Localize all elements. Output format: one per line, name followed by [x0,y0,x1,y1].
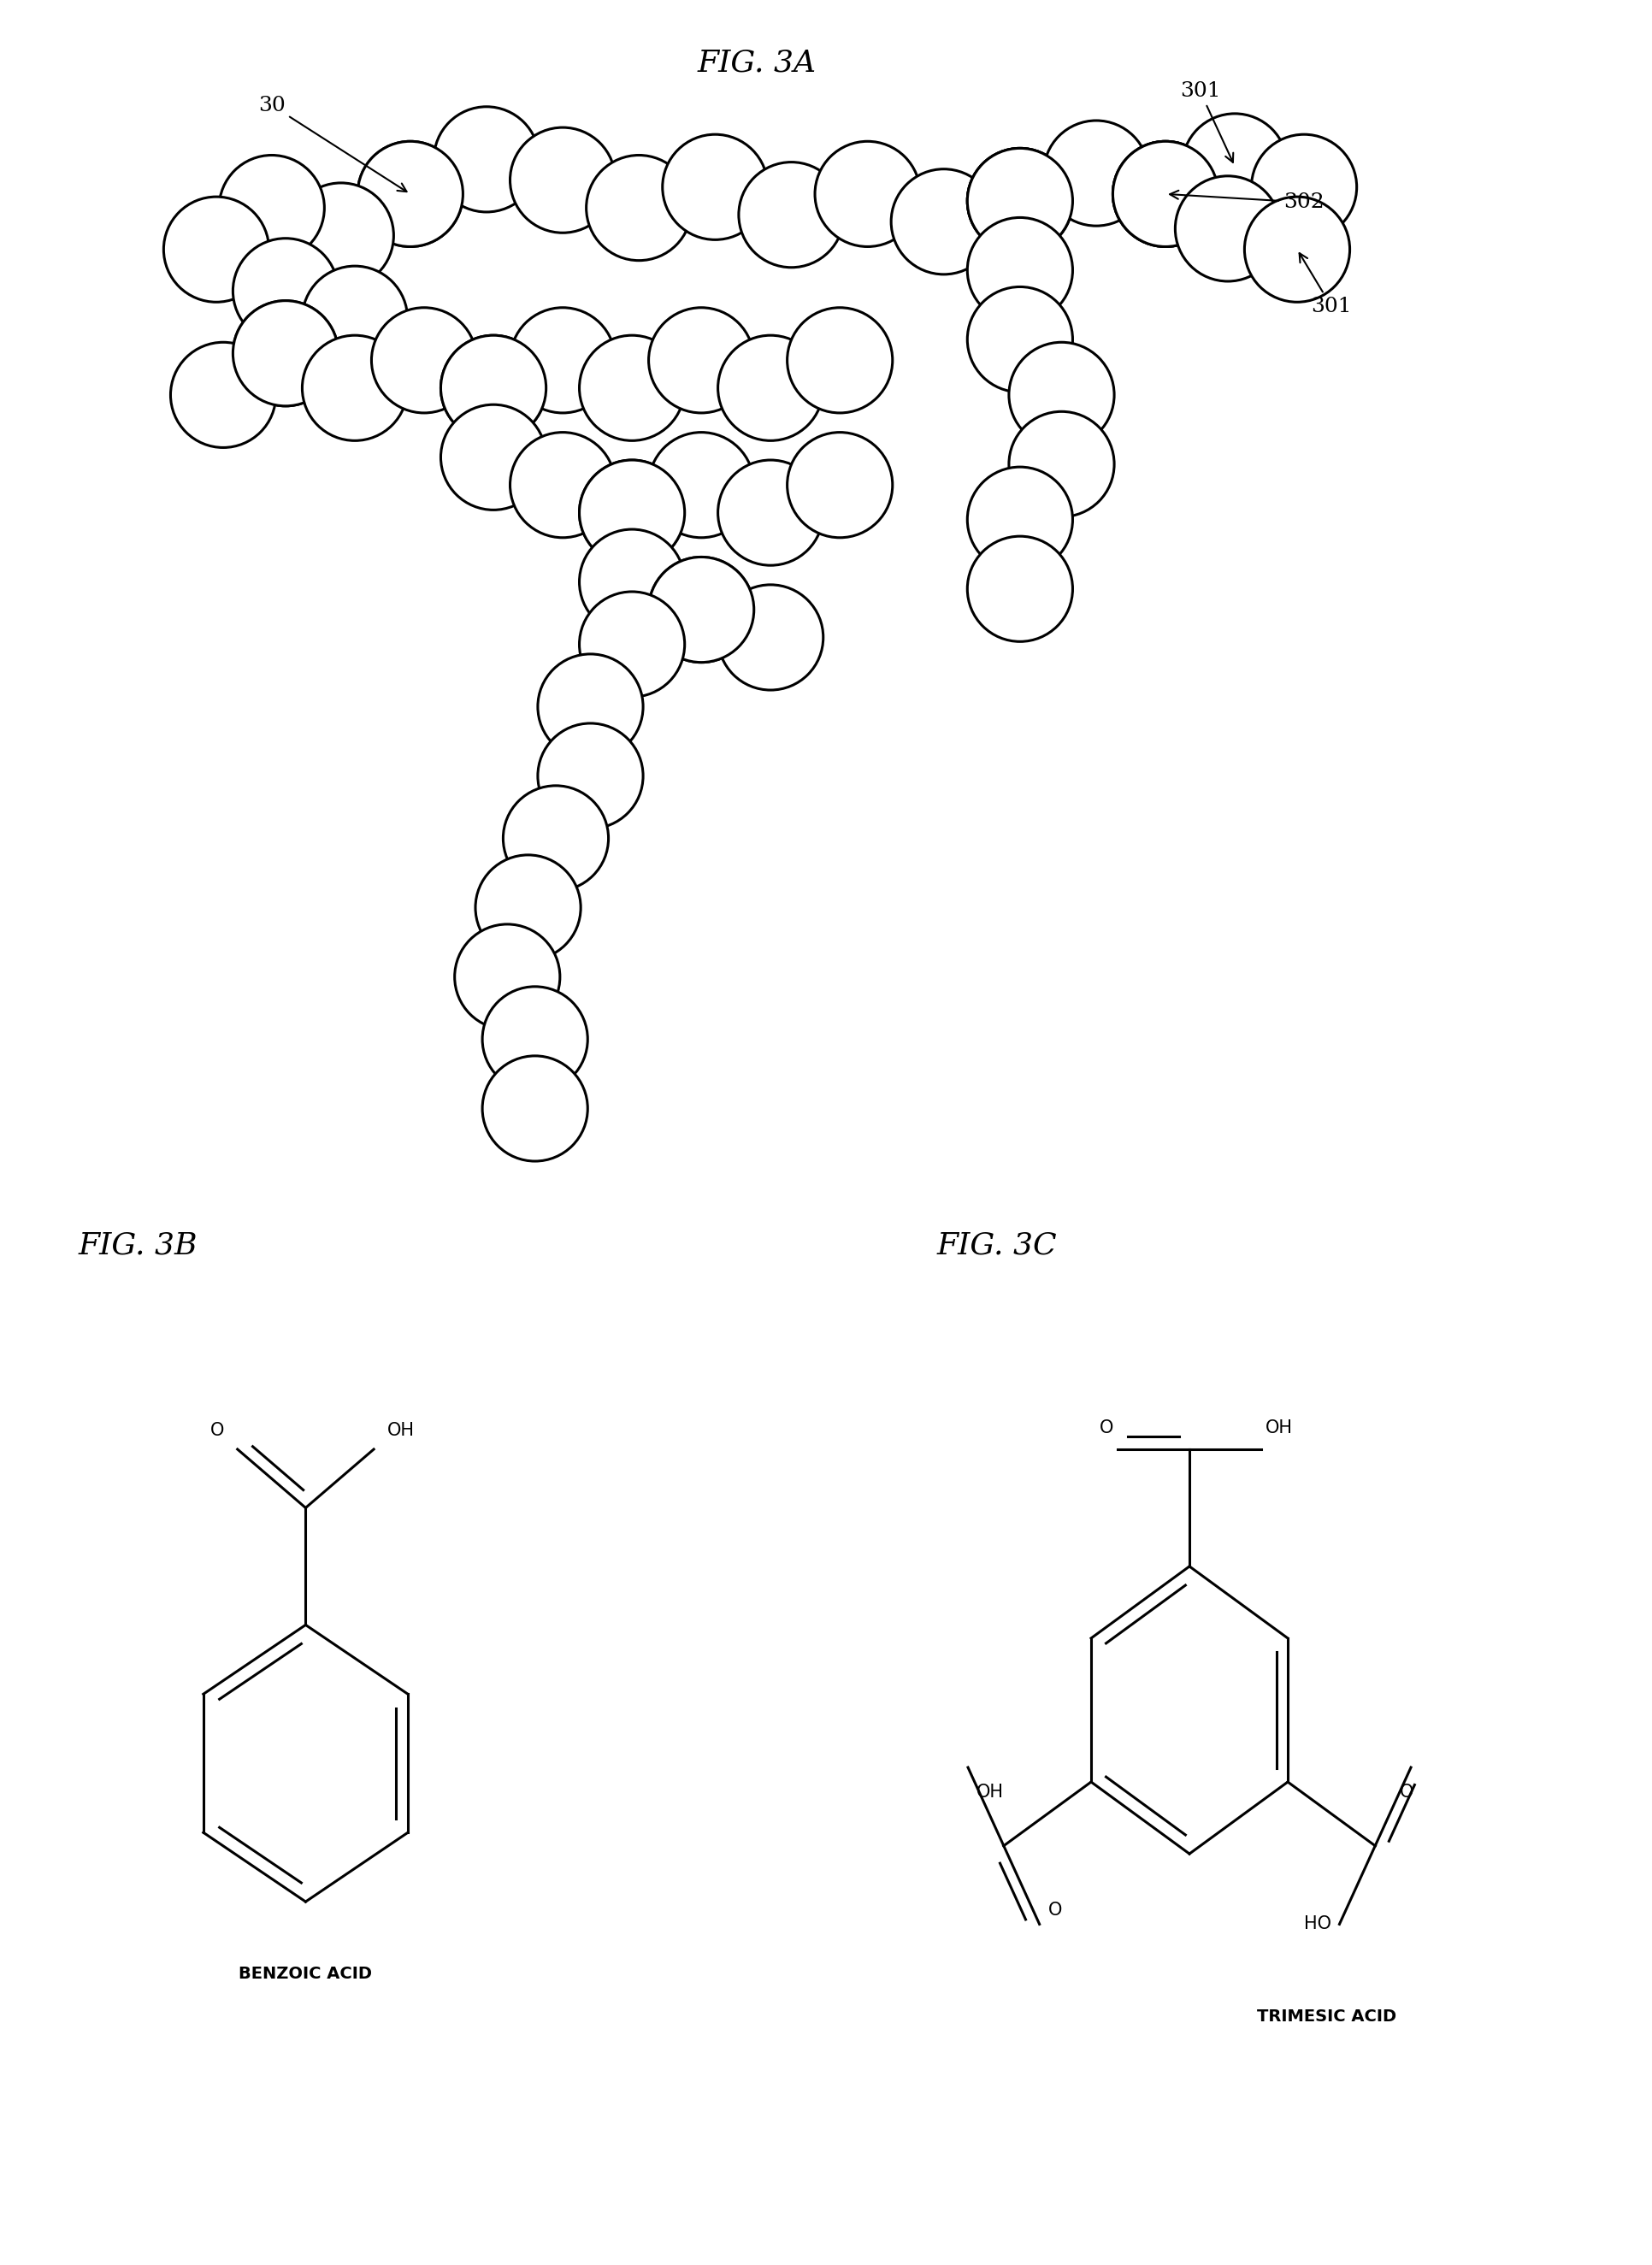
Circle shape [580,460,684,566]
Circle shape [510,433,616,537]
Circle shape [170,342,276,448]
Circle shape [1183,113,1287,220]
Circle shape [539,723,643,829]
Text: HO: HO [1303,1916,1332,1932]
Text: BENZOIC ACID: BENZOIC ACID [240,1966,372,1982]
Text: 302: 302 [1170,190,1323,213]
Circle shape [510,127,616,233]
Circle shape [357,140,463,247]
Circle shape [1113,140,1218,247]
Circle shape [968,288,1072,392]
Circle shape [649,433,753,537]
Text: FIG. 3B: FIG. 3B [79,1232,198,1259]
Circle shape [434,106,539,213]
Circle shape [482,1055,588,1162]
Circle shape [968,147,1072,254]
Circle shape [649,557,753,661]
Circle shape [302,265,408,371]
Circle shape [441,335,547,442]
Text: OH: OH [976,1783,1004,1801]
Text: O: O [1399,1783,1414,1801]
Text: 301: 301 [1180,82,1234,163]
Circle shape [233,301,339,405]
Circle shape [719,460,823,566]
Text: FIG. 3A: FIG. 3A [697,48,816,77]
Circle shape [580,591,684,698]
Text: OH: OH [1265,1420,1292,1436]
Circle shape [968,147,1072,254]
Circle shape [890,170,996,274]
Circle shape [1044,120,1148,226]
Text: TRIMESIC ACID: TRIMESIC ACID [1257,2009,1396,2025]
Circle shape [357,140,463,247]
Circle shape [539,655,643,759]
Text: O: O [1100,1420,1113,1436]
Circle shape [580,530,684,634]
Circle shape [476,854,582,960]
Circle shape [719,335,823,442]
Circle shape [1244,197,1350,301]
Circle shape [1113,140,1218,247]
Circle shape [220,156,324,260]
Circle shape [482,988,588,1092]
Circle shape [233,238,339,344]
Text: O: O [210,1422,225,1438]
Circle shape [504,786,608,890]
Circle shape [441,335,547,442]
Circle shape [1009,412,1113,516]
Text: 30: 30 [258,95,406,193]
Text: OH: OH [387,1422,415,1438]
Circle shape [580,335,684,442]
Circle shape [738,163,844,267]
Circle shape [719,584,823,691]
Circle shape [968,467,1072,573]
Text: FIG. 3C: FIG. 3C [937,1232,1057,1259]
Circle shape [372,308,477,412]
Circle shape [814,140,920,247]
Circle shape [454,924,560,1031]
Circle shape [1009,342,1113,448]
Circle shape [586,156,692,260]
Circle shape [1113,140,1218,247]
Circle shape [968,217,1072,324]
Circle shape [580,460,684,566]
Circle shape [1175,177,1280,281]
Circle shape [968,537,1072,641]
Circle shape [662,134,768,240]
Circle shape [164,197,269,301]
Circle shape [289,183,393,288]
Text: 301: 301 [1300,254,1351,317]
Circle shape [233,301,339,405]
Circle shape [510,308,616,412]
Text: O: O [1047,1903,1062,1918]
Circle shape [441,405,547,510]
Circle shape [649,308,753,412]
Circle shape [788,308,892,412]
Circle shape [649,557,753,661]
Circle shape [302,335,408,442]
Circle shape [1252,134,1356,240]
Circle shape [968,147,1072,254]
Circle shape [788,433,892,537]
